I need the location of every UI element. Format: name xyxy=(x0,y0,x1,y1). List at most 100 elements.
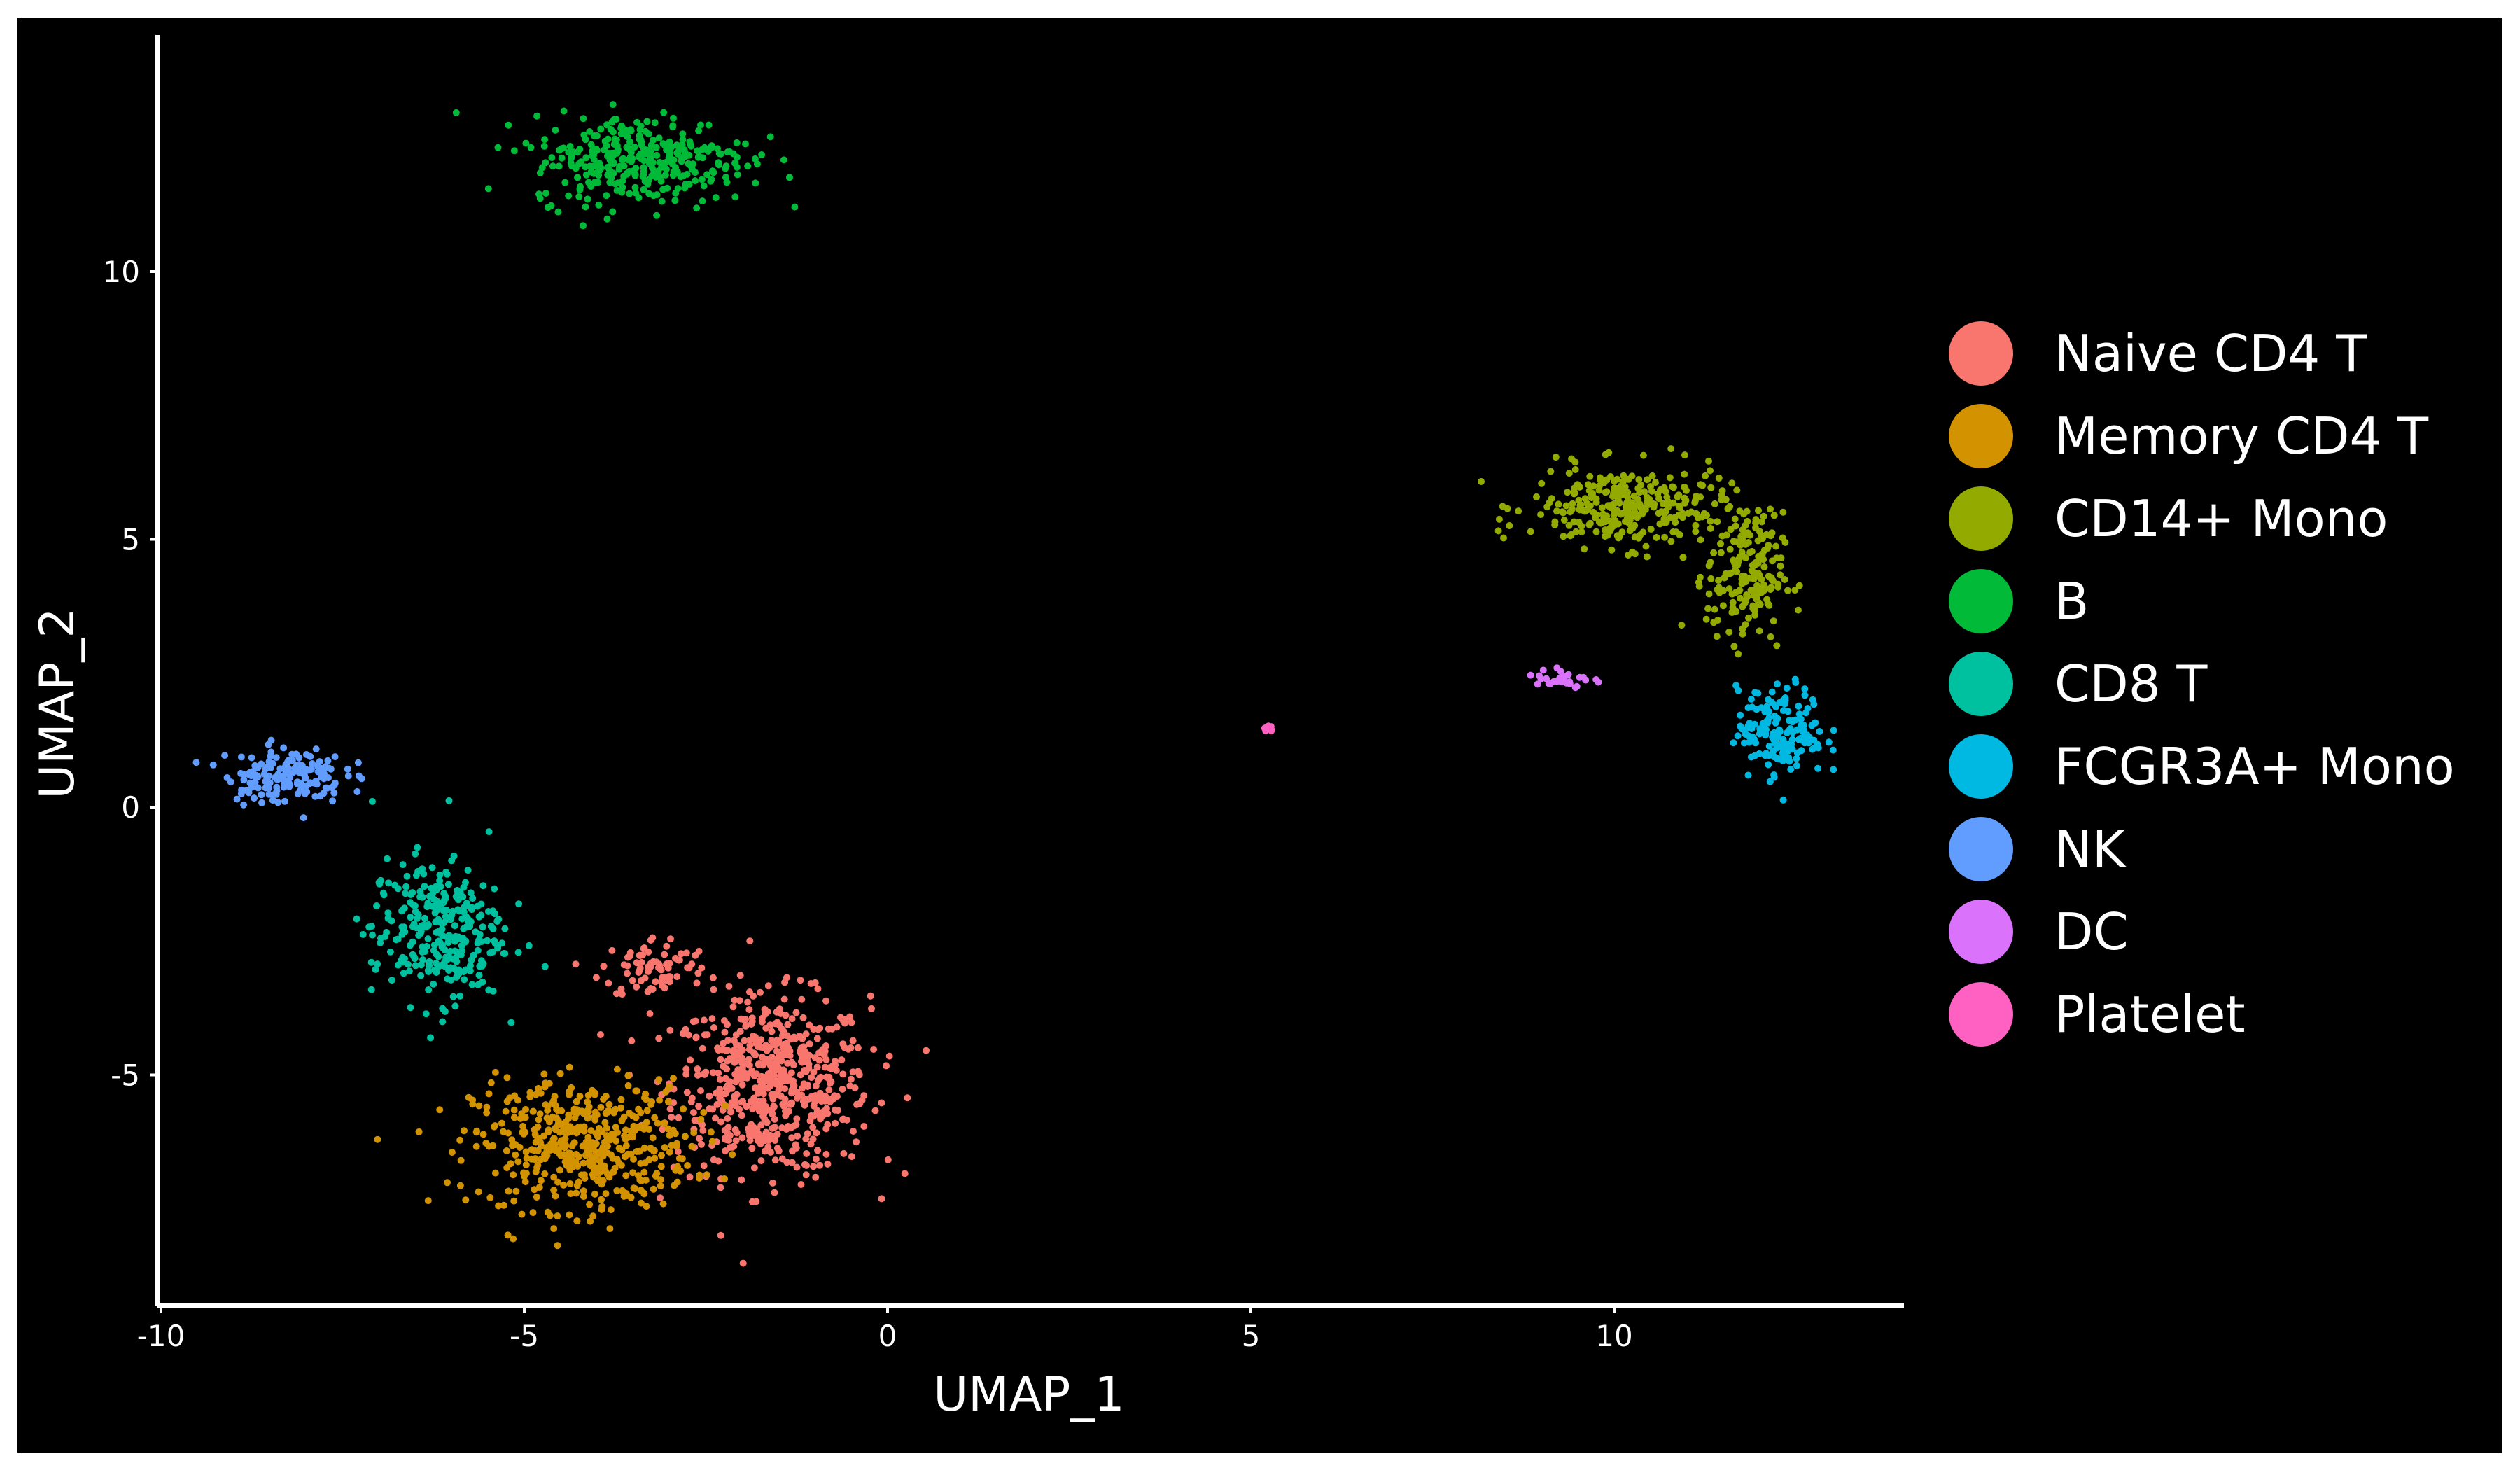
data-point xyxy=(1749,602,1757,610)
data-point xyxy=(444,975,451,983)
data-point xyxy=(663,942,671,950)
data-point xyxy=(657,1163,665,1170)
data-point xyxy=(538,1142,545,1150)
data-point xyxy=(718,1118,725,1126)
data-point xyxy=(603,215,611,223)
data-point xyxy=(1586,472,1594,480)
data-point xyxy=(580,222,587,230)
data-point xyxy=(1648,472,1656,479)
data-point xyxy=(491,1122,499,1130)
data-point xyxy=(698,964,706,972)
data-point xyxy=(554,1212,561,1220)
data-point xyxy=(1500,534,1507,542)
data-point xyxy=(600,1096,608,1103)
data-point xyxy=(1786,717,1793,724)
data-point xyxy=(626,190,634,197)
data-point xyxy=(771,1115,778,1123)
data-point xyxy=(809,1135,817,1143)
data-point xyxy=(1636,500,1644,508)
data-point xyxy=(1771,739,1779,747)
data-point xyxy=(746,937,754,945)
data-point xyxy=(558,145,566,153)
data-point xyxy=(1590,508,1597,516)
data-point xyxy=(514,1158,522,1166)
data-point xyxy=(618,990,626,998)
data-point xyxy=(558,154,566,162)
data-point xyxy=(456,1182,464,1189)
data-point xyxy=(297,769,304,776)
data-point xyxy=(510,1197,518,1205)
data-point xyxy=(252,773,260,780)
data-point xyxy=(655,1076,663,1084)
data-point xyxy=(573,1150,580,1158)
data-point xyxy=(580,1110,587,1117)
data-point xyxy=(786,174,793,181)
data-point xyxy=(1543,675,1550,682)
data-point xyxy=(758,151,766,158)
data-point xyxy=(580,1193,587,1200)
data-point xyxy=(533,112,541,120)
data-point xyxy=(479,882,487,890)
legend-label: Platelet xyxy=(2054,985,2246,1044)
data-point xyxy=(402,890,410,897)
data-point xyxy=(522,1105,529,1113)
data-point xyxy=(536,195,544,202)
data-point xyxy=(709,1069,717,1077)
data-point xyxy=(849,1037,857,1044)
data-point xyxy=(474,902,482,910)
data-point xyxy=(533,1163,541,1171)
data-point xyxy=(771,1156,779,1164)
data-point xyxy=(631,183,639,191)
data-point xyxy=(761,1005,769,1013)
umap-scatter-chart: -10 -5 0 5 10 -5 0 5 10 UMAP_1 UMAP_2 Naive CD4… xyxy=(30,35,2455,1422)
data-point xyxy=(1785,754,1793,762)
data-point xyxy=(1760,725,1768,732)
legend-item: Naive CD4 T xyxy=(1949,321,2367,386)
data-point xyxy=(1602,526,1609,534)
data-point xyxy=(662,165,670,173)
data-point xyxy=(281,797,288,805)
data-point xyxy=(1667,445,1675,453)
data-point xyxy=(1774,580,1782,588)
data-point xyxy=(681,148,689,156)
data-point xyxy=(1734,732,1742,740)
data-point xyxy=(1702,472,1709,479)
data-point xyxy=(281,777,289,785)
data-point xyxy=(448,857,456,864)
data-point xyxy=(858,1096,866,1104)
data-point xyxy=(572,960,580,968)
data-point xyxy=(601,1119,609,1126)
data-point xyxy=(698,176,706,183)
data-point xyxy=(832,1119,839,1127)
data-point xyxy=(597,1103,605,1111)
data-point xyxy=(430,980,438,988)
data-point xyxy=(750,1164,758,1172)
data-point xyxy=(503,1098,511,1105)
data-point xyxy=(344,765,351,773)
data-point xyxy=(1711,606,1718,613)
data-point xyxy=(400,969,407,977)
data-point xyxy=(803,1150,811,1157)
data-point xyxy=(487,923,495,930)
data-point xyxy=(439,1004,447,1012)
data-point xyxy=(736,1028,744,1035)
data-point xyxy=(1729,598,1737,606)
data-point xyxy=(586,1200,594,1208)
data-point xyxy=(657,1182,664,1190)
data-point xyxy=(556,1070,564,1077)
data-point xyxy=(813,1035,821,1042)
data-point xyxy=(732,1137,740,1144)
data-point xyxy=(603,121,610,129)
data-point xyxy=(1592,676,1600,683)
data-point xyxy=(267,736,275,744)
data-point xyxy=(695,1102,703,1110)
data-point xyxy=(1606,473,1614,480)
data-point xyxy=(1744,771,1752,779)
data-point xyxy=(430,895,438,903)
data-point xyxy=(901,1170,909,1177)
legend-swatch xyxy=(1949,899,2013,964)
data-point xyxy=(416,888,424,895)
data-point xyxy=(521,1172,528,1180)
data-point xyxy=(412,850,419,858)
data-point xyxy=(1644,498,1651,506)
